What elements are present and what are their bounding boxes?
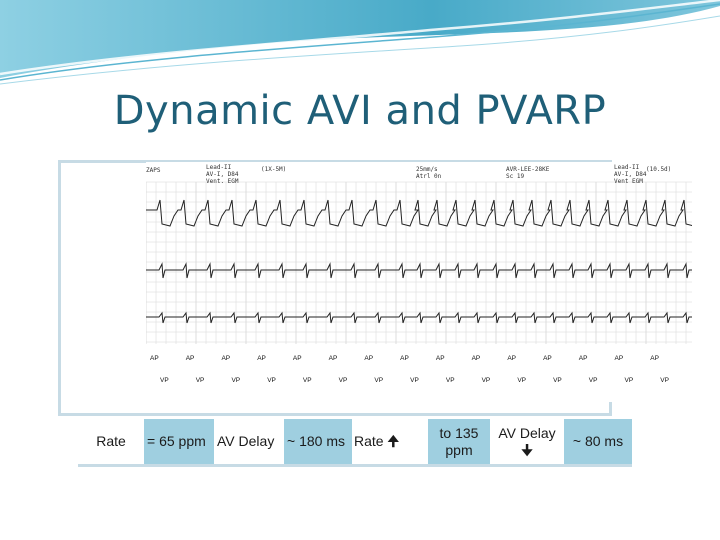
- marker-vp: VP: [517, 377, 526, 384]
- ecg-markers: AP AP AP AP AP AP AP AP AP AP AP AP AP AP AP VP VP VP VP VP…: [150, 355, 669, 384]
- marker-vp: VP: [303, 377, 312, 384]
- ecg-header-label: (1X-5M): [261, 166, 286, 173]
- ecg-header-label: AVR-LEE-28KE: [506, 166, 550, 173]
- ecg-header-label: (10.5d): [646, 166, 671, 173]
- rate-label: Rate: [78, 419, 144, 464]
- marker-ap: AP: [650, 355, 659, 362]
- marker-vp: VP: [482, 377, 491, 384]
- ecg-header-label: AV-I, D84: [614, 171, 647, 178]
- marker-ap: AP: [364, 355, 373, 362]
- av-delay-decrease: AV Delay 🠋: [490, 419, 564, 464]
- marker-vp: VP: [446, 377, 455, 384]
- ecg-traces: [146, 199, 692, 324]
- marker-vp: VP: [160, 377, 169, 384]
- av-delay-value: ~ 180 ms: [284, 419, 352, 464]
- marker-ap: AP: [150, 355, 159, 362]
- marker-ap: AP: [257, 355, 266, 362]
- marker-ap: AP: [507, 355, 516, 362]
- marker-ap: AP: [615, 355, 624, 362]
- marker-vp: VP: [589, 377, 598, 384]
- marker-ap: AP: [221, 355, 230, 362]
- ecg-header-label: Lead-II: [206, 164, 232, 171]
- av-delay-label-2: AV Delay: [498, 424, 556, 441]
- marker-vp: VP: [267, 377, 276, 384]
- rate-increase: Rate 🠉: [352, 419, 428, 464]
- marker-ap: AP: [293, 355, 302, 362]
- marker-vp: VP: [625, 377, 634, 384]
- decorative-header-swoosh: [0, 0, 720, 85]
- ecg-header-label: Lead-II: [614, 164, 640, 171]
- ecg-header-label: Vent. EGM: [206, 178, 239, 185]
- marker-ap: AP: [543, 355, 552, 362]
- rate-value: = 65 ppm: [144, 419, 214, 464]
- marker-ap: AP: [472, 355, 481, 362]
- marker-ap: AP: [329, 355, 338, 362]
- marker-ap: AP: [436, 355, 445, 362]
- ecg-trace-surface: [146, 199, 692, 227]
- marker-ap: AP: [579, 355, 588, 362]
- marker-ap: AP: [400, 355, 409, 362]
- ecg-header-label: ZAPS: [146, 167, 161, 174]
- ecg-trace-egm: [146, 311, 692, 324]
- av-delay-label: AV Delay: [214, 419, 284, 464]
- parameters-row: Rate = 65 ppm AV Delay ~ 180 ms Rate 🠉 t…: [78, 419, 632, 467]
- ecg-header-label: AV-I, D84: [206, 171, 239, 178]
- marker-vp: VP: [660, 377, 669, 384]
- ecg-header-label: Sc 19: [506, 173, 524, 180]
- slide-title: Dynamic AVI and PVARP: [113, 88, 607, 134]
- arrow-up-icon: 🠉: [387, 433, 400, 450]
- av-delay-value-2: ~ 80 ms: [564, 419, 632, 464]
- marker-vp: VP: [410, 377, 419, 384]
- marker-vp: VP: [339, 377, 348, 384]
- rate-up-label: Rate: [354, 433, 384, 450]
- marker-vp: VP: [374, 377, 383, 384]
- marker-vp: VP: [553, 377, 562, 384]
- marker-vp: VP: [196, 377, 205, 384]
- arrow-down-icon: 🠋: [521, 441, 533, 458]
- marker-ap: AP: [186, 355, 195, 362]
- marker-vp: VP: [231, 377, 240, 384]
- rate-target: to 135 ppm: [428, 419, 490, 464]
- ecg-header-label: 25mm/s: [416, 166, 438, 173]
- ecg-header-label: Vent EGM: [614, 178, 643, 185]
- ecg-trace-intracardiac: [146, 262, 692, 279]
- ecg-header-label: Atrl 0n: [416, 173, 442, 180]
